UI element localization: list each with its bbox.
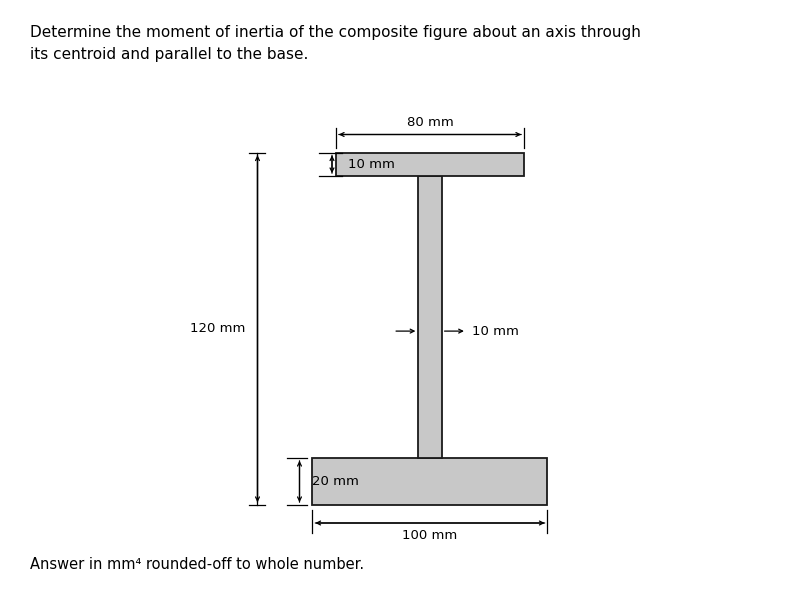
- Text: 100 mm: 100 mm: [402, 529, 457, 542]
- Text: Answer in mm⁴ rounded-off to whole number.: Answer in mm⁴ rounded-off to whole numbe…: [30, 557, 364, 572]
- Text: 10 mm: 10 mm: [471, 325, 518, 338]
- Text: 120 mm: 120 mm: [190, 322, 245, 335]
- Text: 80 mm: 80 mm: [406, 115, 453, 128]
- Text: 20 mm: 20 mm: [312, 475, 359, 488]
- Text: its centroid and parallel to the base.: its centroid and parallel to the base.: [30, 47, 308, 62]
- Bar: [312, 458, 547, 505]
- Bar: [336, 152, 524, 176]
- Text: Determine the moment of inertia of the composite figure about an axis through: Determine the moment of inertia of the c…: [30, 25, 640, 40]
- Text: 10 mm: 10 mm: [348, 158, 394, 171]
- Bar: [418, 176, 441, 458]
